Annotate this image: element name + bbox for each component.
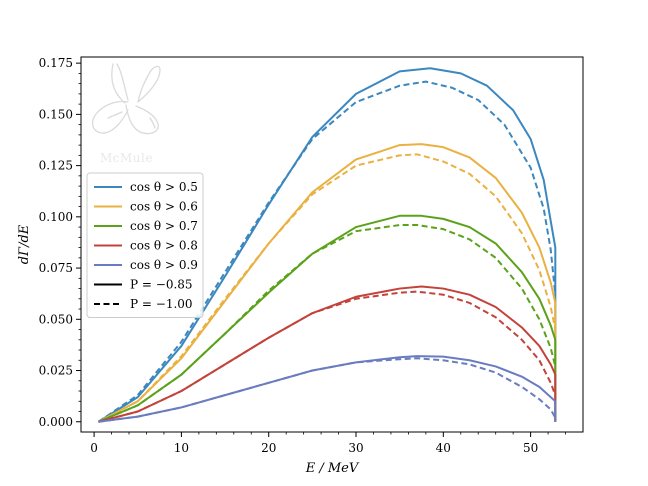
y-tick-label-6: 0.150 <box>39 107 73 121</box>
x-tick-label-5: 50 <box>523 441 538 455</box>
legend-label-5: P = −0.85 <box>130 278 193 292</box>
mcmule-logo: McMule <box>91 63 161 165</box>
legend-label-4: cos θ > 0.9 <box>130 258 198 272</box>
y-tick-label-7: 0.175 <box>39 56 73 70</box>
series-line-3 <box>97 153 557 423</box>
series-line-2 <box>97 143 557 423</box>
y-tick-label-0: 0.000 <box>39 415 73 429</box>
legend-box <box>86 172 204 318</box>
series-line-7 <box>98 290 557 423</box>
x-tick-label-4: 40 <box>436 441 451 455</box>
legend-label-2: cos θ > 0.7 <box>130 219 198 233</box>
legend-label-6: P = −1.00 <box>130 297 193 311</box>
axes-layer: 0 10 20 30 40 50 0.000 0.025 0.050 0.075 0.100 0.12… <box>17 56 584 476</box>
y-tick-label-2: 0.050 <box>39 312 73 326</box>
series-line-9 <box>98 357 557 423</box>
x-tick-label-3: 30 <box>348 441 363 455</box>
legend-label-1: cos θ > 0.6 <box>130 200 198 214</box>
x-tick-label-0: 0 <box>90 441 98 455</box>
y-tick-label-4: 0.100 <box>39 210 73 224</box>
series-line-5 <box>98 224 557 423</box>
series-line-8 <box>98 355 557 423</box>
y-tick-label-5: 0.125 <box>39 159 73 173</box>
x-axis-label: E / MeV <box>305 461 360 476</box>
legend: cos θ > 0.5 cos θ > 0.6 cos θ > 0.7 cos θ >… <box>86 172 204 318</box>
series-line-0 <box>97 67 557 423</box>
plot-frame <box>80 56 584 433</box>
x-tick-label-1: 10 <box>174 441 189 455</box>
legend-label-0: cos θ > 0.5 <box>130 180 198 194</box>
series-line-6 <box>98 285 557 423</box>
logo-text: McMule <box>100 151 153 165</box>
legend-label-3: cos θ > 0.8 <box>130 239 198 253</box>
x-tick-label-2: 20 <box>261 441 276 455</box>
y-axis-label: dΓ/dE <box>17 224 32 264</box>
y-tick-label-3: 0.075 <box>39 261 73 275</box>
y-tick-label-1: 0.025 <box>39 364 73 378</box>
